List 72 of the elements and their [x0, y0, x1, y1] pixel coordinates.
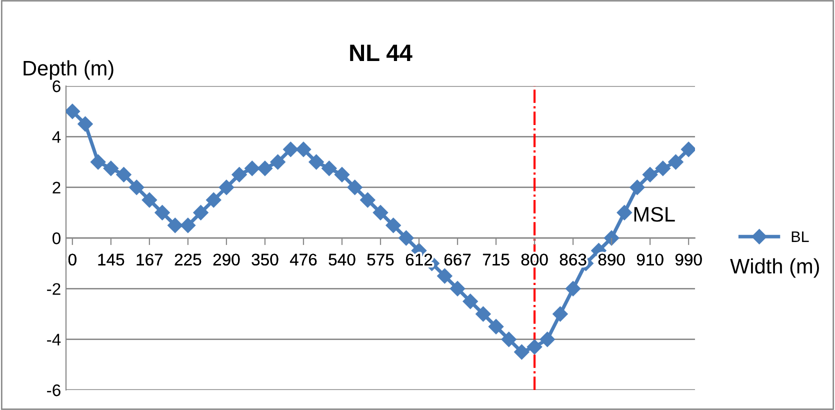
point: [296, 142, 312, 157]
point: [334, 167, 350, 182]
point: [116, 167, 132, 182]
x-tick-label: 575: [367, 254, 394, 266]
y-tick-label: 6: [52, 80, 60, 92]
point: [129, 180, 144, 195]
point: [206, 192, 222, 208]
x-tick-label: 540: [328, 254, 356, 266]
point: [232, 167, 247, 182]
point: [668, 154, 684, 170]
x-tick-label: 890: [598, 254, 625, 266]
point: [681, 142, 695, 157]
point: [630, 180, 645, 195]
y-tick-label: -2: [47, 283, 60, 295]
point: [168, 218, 183, 233]
point: [347, 180, 362, 195]
x-tick-label: 167: [136, 254, 163, 266]
point: [540, 332, 555, 347]
point: [193, 205, 208, 220]
y-tick-label: -4: [47, 334, 61, 346]
x-tick-label: 715: [482, 254, 510, 266]
point: [462, 294, 478, 309]
point: [450, 281, 466, 296]
point: [103, 160, 118, 176]
x-tick-label: 910: [636, 254, 664, 266]
x-tick-label: 667: [444, 254, 471, 266]
point: [270, 154, 286, 170]
x-tick-label: 290: [213, 254, 240, 266]
point: [244, 160, 260, 176]
point: [322, 160, 337, 176]
point: [360, 192, 376, 208]
legend-label: BL: [792, 231, 809, 242]
point: [616, 205, 632, 220]
y-axis-title: Depth (m): [24, 60, 114, 80]
point: [514, 344, 530, 360]
x-tick-label: 350: [252, 254, 278, 266]
point: [308, 154, 324, 170]
point: [642, 167, 658, 182]
x-tick-label: 990: [675, 254, 702, 266]
point: [257, 160, 273, 176]
y-tick-label: 4: [52, 131, 61, 143]
point: [488, 319, 504, 334]
point: [552, 306, 568, 322]
point: [476, 306, 491, 322]
x-tick-label: 476: [290, 254, 317, 266]
point: [218, 180, 234, 195]
point: [565, 281, 581, 296]
point: [142, 192, 158, 208]
point: [180, 218, 196, 233]
annotation: MSL: [634, 206, 675, 222]
point: [526, 339, 542, 355]
point: [655, 160, 670, 176]
y-tick-label: -6: [47, 384, 60, 396]
y-tick-label: 0: [52, 232, 60, 244]
chart-title: NL 44: [350, 44, 412, 61]
point: [372, 205, 388, 220]
point: [90, 154, 106, 170]
point: [386, 218, 401, 233]
x-tick-label: 0: [68, 254, 76, 266]
point: [604, 230, 620, 246]
point: [78, 116, 93, 132]
point: [398, 230, 414, 246]
x-tick-label: 800: [521, 254, 548, 266]
point: [501, 332, 516, 347]
x-axis-title: Width (m): [730, 258, 819, 278]
y-tick-label: 2: [52, 182, 60, 194]
point: [66, 104, 80, 119]
point: [283, 142, 298, 157]
point: [437, 268, 452, 284]
x-tick-label: 225: [174, 254, 202, 266]
x-tick-label: 145: [98, 254, 124, 266]
point: [154, 205, 170, 220]
